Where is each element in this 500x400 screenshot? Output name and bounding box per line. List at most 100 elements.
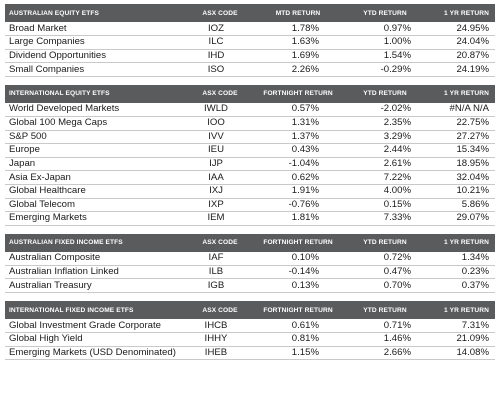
column-header-period: MTD RETURN — [275, 9, 321, 17]
table-row: Emerging Markets IEM 1.81% 7.33% 29.07% — [5, 211, 495, 226]
period-return: 1.69% — [249, 49, 347, 64]
period-return: 0.61% — [249, 319, 347, 334]
asx-code: IEU — [191, 143, 249, 158]
table-row: Small Companies ISO 2.26% -0.29% 24.19% — [5, 62, 495, 77]
ytd-return: 1.00% — [347, 35, 423, 50]
international-equity-table: INTERNATIONAL EQUITY ETFs ASX CODE FORTN… — [5, 84, 495, 226]
fund-name: Emerging Markets — [5, 211, 191, 226]
ytd-return: 0.72% — [347, 251, 423, 266]
period-return: 0.13% — [249, 278, 347, 293]
fund-name: Broad Market — [5, 22, 191, 37]
ytd-return: 1.54% — [347, 49, 423, 64]
column-header-ytd: YTD RETURN — [363, 90, 407, 98]
table-row: Broad Market IOZ 1.78% 0.97% 24.95% — [5, 22, 495, 37]
one-year-return: 18.95% — [423, 157, 495, 172]
column-header-name: AUSTRALIAN EQUITY ETFs — [9, 9, 99, 17]
one-year-return: 29.07% — [423, 211, 495, 226]
fund-name: World Developed Markets — [5, 102, 191, 117]
column-header-code: ASX CODE — [202, 306, 238, 314]
period-return: 1.81% — [249, 211, 347, 226]
table-row: Australian Treasury IGB 0.13% 0.70% 0.37… — [5, 278, 495, 293]
table-row: Global 100 Mega Caps IOO 1.31% 2.35% 22.… — [5, 116, 495, 131]
fund-name: Australian Composite — [5, 251, 191, 266]
column-header-period: FORTNIGHT RETURN — [263, 239, 333, 247]
ytd-return: 2.66% — [347, 346, 423, 361]
ytd-return: 2.61% — [347, 157, 423, 172]
column-header-1yr: 1 YR RETURN — [444, 9, 489, 17]
one-year-return: 7.31% — [423, 319, 495, 334]
period-return: 1.91% — [249, 184, 347, 199]
ytd-return: 7.22% — [347, 170, 423, 185]
column-header-1yr: 1 YR RETURN — [444, 239, 489, 247]
period-return: 0.10% — [249, 251, 347, 266]
table-row: Australian Composite IAF 0.10% 0.72% 1.3… — [5, 251, 495, 266]
fund-name: Japan — [5, 157, 191, 172]
asx-code: IEM — [191, 211, 249, 226]
table-row: S&P 500 IVV 1.37% 3.29% 27.27% — [5, 130, 495, 145]
column-header-1yr: 1 YR RETURN — [444, 306, 489, 314]
one-year-return: 21.09% — [423, 332, 495, 347]
asx-code: IVV — [191, 130, 249, 145]
one-year-return: 32.04% — [423, 170, 495, 185]
asx-code: ISO — [191, 62, 249, 77]
ytd-return: 0.71% — [347, 319, 423, 334]
period-return: -0.76% — [249, 198, 347, 213]
one-year-return: 0.23% — [423, 265, 495, 280]
fund-name: Global 100 Mega Caps — [5, 116, 191, 131]
fund-name: Global Investment Grade Corporate — [5, 319, 191, 334]
one-year-return: 24.95% — [423, 22, 495, 37]
ytd-return: 7.33% — [347, 211, 423, 226]
asx-code: IHEB — [191, 346, 249, 361]
asx-code: IHD — [191, 49, 249, 64]
asx-code: ILB — [191, 265, 249, 280]
one-year-return: 24.19% — [423, 62, 495, 77]
column-header-ytd: YTD RETURN — [363, 9, 407, 17]
period-return: 0.43% — [249, 143, 347, 158]
international-fixed-income-table: INTERNATIONAL FIXED INCOME ETFs ASX CODE… — [5, 301, 495, 361]
table-header-row: INTERNATIONAL EQUITY ETFs ASX CODE FORTN… — [5, 84, 495, 103]
asx-code: IAA — [191, 170, 249, 185]
one-year-return: 10.21% — [423, 184, 495, 199]
table-row: Global High Yield IHHY 0.81% 1.46% 21.09… — [5, 332, 495, 347]
fund-name: Small Companies — [5, 62, 191, 77]
asx-code: IGB — [191, 278, 249, 293]
ytd-return: 0.15% — [347, 198, 423, 213]
one-year-return: 5.86% — [423, 198, 495, 213]
column-header-code: ASX CODE — [202, 90, 238, 98]
table-row: Asia Ex-Japan IAA 0.62% 7.22% 32.04% — [5, 170, 495, 185]
fund-name: Dividend Opportunities — [5, 49, 191, 64]
table-header-row: AUSTRALIAN FIXED INCOME ETFs ASX CODE FO… — [5, 233, 495, 252]
fund-name: Australian Treasury — [5, 278, 191, 293]
fund-name: Australian Inflation Linked — [5, 265, 191, 280]
one-year-return: 0.37% — [423, 278, 495, 293]
asx-code: IXP — [191, 198, 249, 213]
asx-code: IXJ — [191, 184, 249, 199]
ytd-return: 4.00% — [347, 184, 423, 199]
asx-code: IHHY — [191, 332, 249, 347]
table-row: Global Telecom IXP -0.76% 0.15% 5.86% — [5, 198, 495, 213]
period-return: 0.81% — [249, 332, 347, 347]
ytd-return: 1.46% — [347, 332, 423, 347]
ytd-return: 0.70% — [347, 278, 423, 293]
period-return: 1.37% — [249, 130, 347, 145]
column-header-name: INTERNATIONAL FIXED INCOME ETFs — [9, 306, 134, 314]
period-return: 1.63% — [249, 35, 347, 50]
one-year-return: 24.04% — [423, 35, 495, 50]
period-return: 1.78% — [249, 22, 347, 37]
asx-code: IOO — [191, 116, 249, 131]
asx-code: IAF — [191, 251, 249, 266]
asx-code: IWLD — [191, 102, 249, 117]
ytd-return: 2.35% — [347, 116, 423, 131]
ytd-return: -0.29% — [347, 62, 423, 77]
table-row: World Developed Markets IWLD 0.57% -2.02… — [5, 102, 495, 117]
column-header-period: FORTNIGHT RETURN — [263, 90, 333, 98]
table-row: Large Companies ILC 1.63% 1.00% 24.04% — [5, 35, 495, 50]
asx-code: ILC — [191, 35, 249, 50]
period-return: 2.26% — [249, 62, 347, 77]
one-year-return: 14.08% — [423, 346, 495, 361]
one-year-return: #N/A N/A — [423, 102, 495, 117]
fund-name: Large Companies — [5, 35, 191, 50]
one-year-return: 22.75% — [423, 116, 495, 131]
column-header-1yr: 1 YR RETURN — [444, 90, 489, 98]
